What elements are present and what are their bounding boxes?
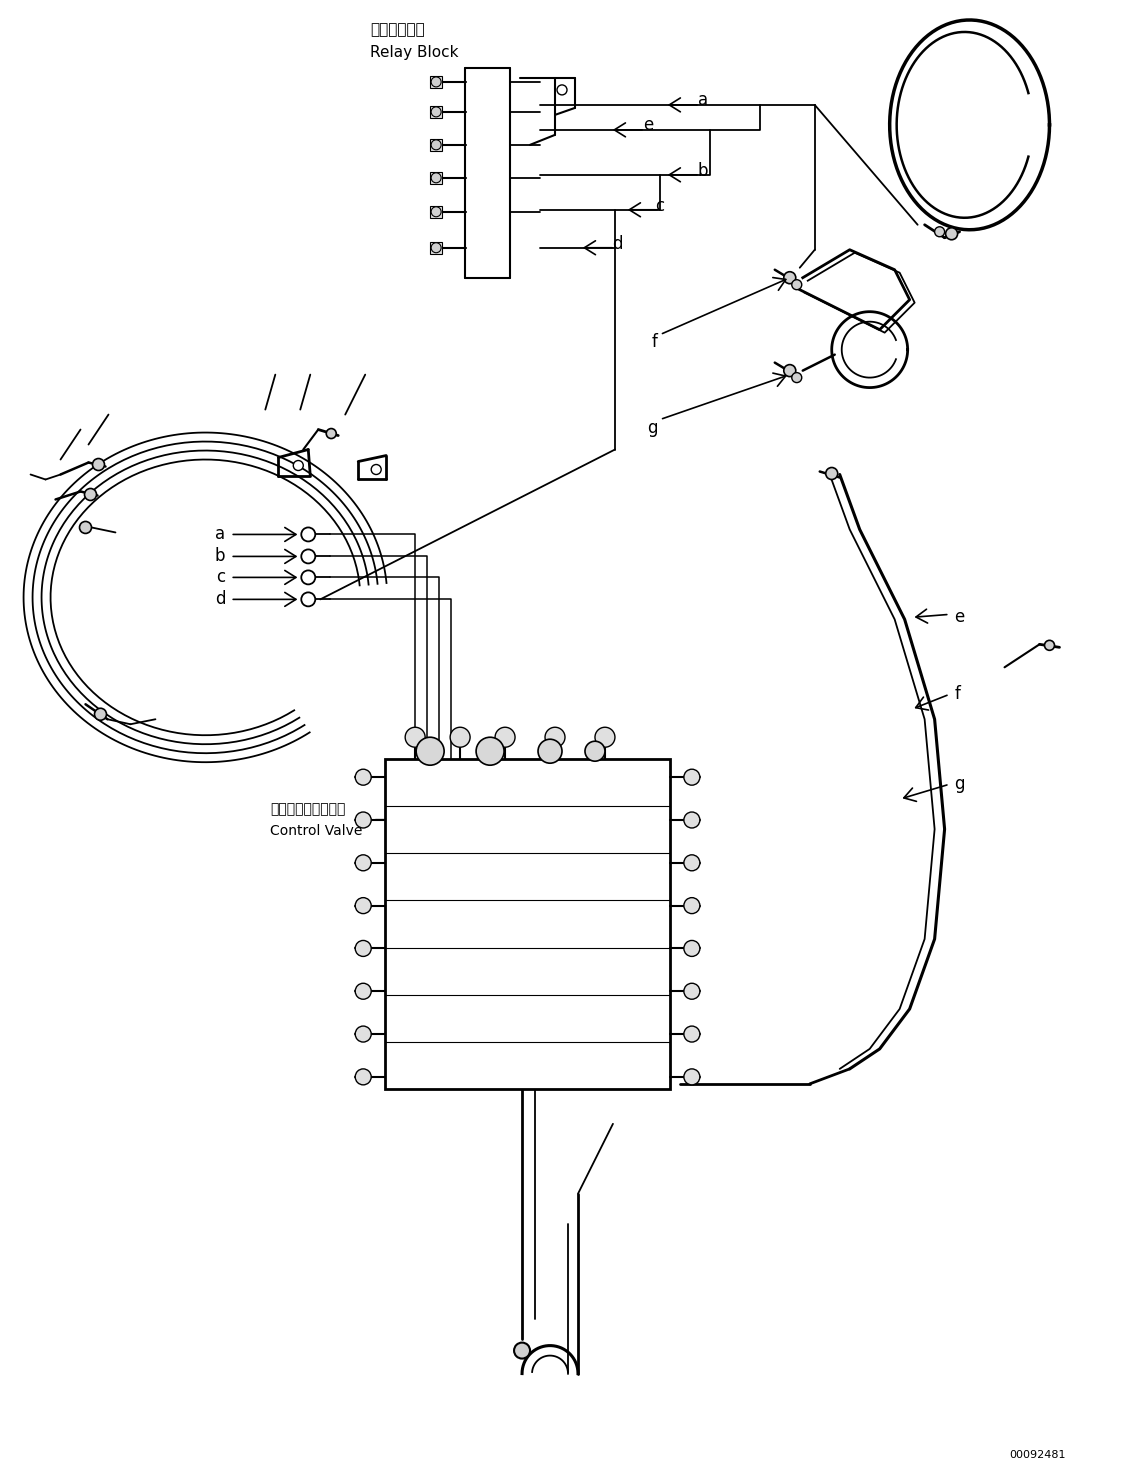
Circle shape: [792, 279, 801, 290]
Circle shape: [495, 727, 515, 748]
Circle shape: [945, 228, 958, 240]
Circle shape: [301, 571, 316, 584]
Circle shape: [94, 708, 107, 720]
Circle shape: [293, 461, 303, 471]
Bar: [385, 759, 670, 1088]
Circle shape: [684, 898, 700, 913]
Circle shape: [84, 489, 96, 500]
Circle shape: [684, 941, 700, 957]
Text: g: g: [955, 775, 965, 793]
Text: b: b: [215, 547, 226, 565]
Circle shape: [784, 272, 796, 284]
Text: f: f: [955, 685, 960, 704]
Circle shape: [514, 1343, 530, 1359]
Circle shape: [684, 1026, 700, 1042]
Circle shape: [355, 812, 371, 828]
Text: コントロールバルブ: コントロールバルブ: [270, 802, 346, 816]
Circle shape: [355, 941, 371, 957]
Circle shape: [301, 528, 316, 541]
Text: f: f: [651, 332, 658, 351]
Circle shape: [595, 727, 615, 748]
Circle shape: [431, 206, 442, 217]
Text: Relay Block: Relay Block: [370, 45, 459, 60]
Circle shape: [326, 429, 336, 439]
Circle shape: [684, 854, 700, 870]
Text: a: a: [698, 91, 708, 108]
Text: c: c: [655, 198, 664, 215]
Bar: [430, 241, 443, 253]
Bar: [430, 105, 443, 119]
Circle shape: [431, 243, 442, 253]
Circle shape: [355, 854, 371, 870]
Circle shape: [684, 1069, 700, 1086]
Circle shape: [431, 78, 442, 86]
Circle shape: [538, 739, 562, 764]
Bar: [430, 206, 443, 218]
Circle shape: [826, 468, 838, 480]
Circle shape: [476, 737, 504, 765]
Circle shape: [79, 521, 92, 534]
Text: d: d: [215, 591, 226, 609]
Text: d: d: [612, 234, 622, 253]
Circle shape: [557, 85, 568, 95]
Circle shape: [431, 173, 442, 183]
Text: g: g: [647, 418, 658, 436]
Text: 00092481: 00092481: [1009, 1450, 1066, 1460]
Bar: [430, 139, 443, 151]
Circle shape: [417, 737, 444, 765]
Circle shape: [355, 983, 371, 999]
Text: e: e: [642, 116, 653, 135]
Circle shape: [301, 593, 316, 606]
Circle shape: [92, 458, 104, 471]
Bar: [430, 171, 443, 184]
Text: 中継ブロック: 中継ブロック: [370, 22, 424, 37]
Circle shape: [934, 227, 944, 237]
Circle shape: [355, 1026, 371, 1042]
Circle shape: [451, 727, 470, 748]
Circle shape: [684, 812, 700, 828]
Text: e: e: [955, 609, 965, 626]
Text: a: a: [216, 525, 226, 543]
Bar: [430, 76, 443, 88]
Circle shape: [405, 727, 426, 748]
Circle shape: [792, 373, 801, 383]
Circle shape: [545, 727, 565, 748]
Circle shape: [431, 107, 442, 117]
Circle shape: [684, 983, 700, 999]
Text: b: b: [698, 162, 708, 180]
Text: c: c: [217, 569, 226, 587]
Circle shape: [684, 770, 700, 786]
Circle shape: [431, 140, 442, 149]
Circle shape: [355, 1069, 371, 1086]
Circle shape: [784, 364, 796, 376]
Circle shape: [355, 898, 371, 913]
Circle shape: [585, 742, 605, 761]
Text: Control Valve: Control Valve: [270, 824, 363, 838]
Circle shape: [301, 550, 316, 563]
Circle shape: [371, 465, 381, 474]
Circle shape: [1044, 641, 1054, 651]
Circle shape: [355, 770, 371, 786]
